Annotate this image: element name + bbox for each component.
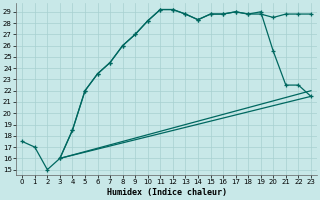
- X-axis label: Humidex (Indice chaleur): Humidex (Indice chaleur): [107, 188, 227, 197]
